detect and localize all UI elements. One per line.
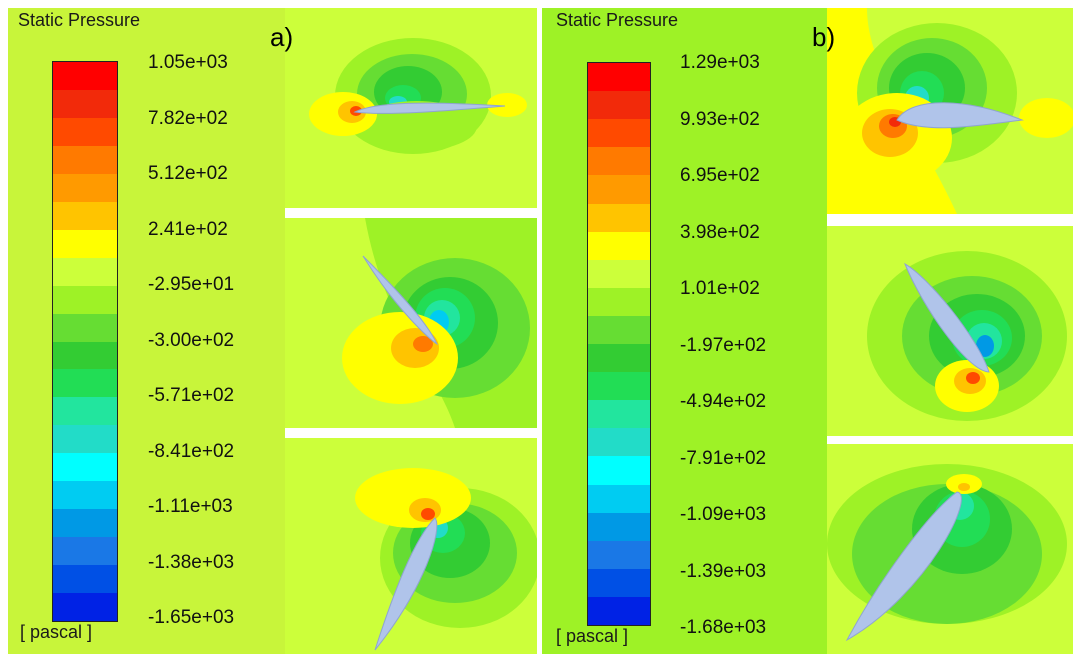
panel-a: Static Pressure 1.05e+03 7.82e+02 5.12e+02… <box>8 8 537 654</box>
colorbar-band <box>53 397 117 426</box>
legend-tick-label: 1.05e+03 <box>148 52 228 73</box>
legend-tick-label: 3.98e+02 <box>680 221 760 243</box>
colorbar-band <box>588 175 650 204</box>
colorbar-band <box>53 369 117 398</box>
colorbar-band <box>588 231 650 261</box>
panel-b: Static Pressure 1.29e+03 9.93e+02 6.95e+02… <box>542 8 1073 654</box>
legend-tick-label: 5.12e+02 <box>148 163 228 184</box>
legend-tick-label: -5.71e+02 <box>148 385 235 406</box>
legend-a-background <box>8 8 285 654</box>
legend-tick-label: -1.65e+03 <box>148 607 235 628</box>
colorbar-band <box>53 145 117 175</box>
colorbar-band <box>588 63 650 92</box>
legend-a-unit: [ pascal ] <box>20 622 93 642</box>
snapshot-b-1 <box>827 8 1073 214</box>
colorbar-band <box>588 315 650 345</box>
legend-a-title: Static Pressure <box>18 10 141 30</box>
legend-tick-label: -1.39e+03 <box>680 560 767 582</box>
legend-tick-label: -3.00e+02 <box>148 329 235 351</box>
colorbar-band <box>588 484 650 514</box>
colorbar-band <box>588 287 650 317</box>
colorbar-band <box>588 372 650 401</box>
snapshot-b-2 <box>827 226 1073 436</box>
colorbar-band <box>53 565 117 594</box>
snapshot-a-3 <box>285 438 537 654</box>
contour-field-a-1 <box>285 8 537 208</box>
colorbar-band <box>588 456 650 485</box>
colorbar-band <box>588 512 650 542</box>
legend-tick-label: 7.82e+02 <box>148 107 228 129</box>
colorbar-band <box>53 229 117 259</box>
colorbar-band <box>588 91 650 120</box>
panel-b-tag: b) <box>812 22 836 52</box>
colorbar-band <box>588 400 650 429</box>
colorbar-band <box>588 259 650 289</box>
contour-field-b-1 <box>827 8 1073 214</box>
colorbar-band <box>53 593 117 622</box>
colorbar-band <box>53 313 117 342</box>
snapshot-a-2 <box>285 218 537 428</box>
legend-tick-label: 9.93e+02 <box>680 108 760 130</box>
colorbar-band <box>588 428 650 457</box>
contour-field-a-3 <box>285 438 537 654</box>
colorbar-band <box>588 147 650 176</box>
legend-b-background <box>542 8 827 654</box>
legend-tick-label: 1.01e+02 <box>680 278 760 299</box>
panel-a-tag: a) <box>270 22 294 52</box>
colorbar-band <box>588 568 650 598</box>
colorbar-band <box>53 453 117 482</box>
colorbar-band <box>53 341 117 370</box>
colorbar-band <box>53 285 117 315</box>
colorbar-band <box>53 257 117 287</box>
legend-tick-label: -2.95e+01 <box>148 274 235 295</box>
legend-tick-label: -1.09e+03 <box>680 504 767 525</box>
legend-tick-label: -1.68e+03 <box>680 617 767 638</box>
legend-tick-label: -1.97e+02 <box>680 334 767 356</box>
legend-tick-label: -4.94e+02 <box>680 391 767 412</box>
contour-field-a-2 <box>285 218 537 428</box>
snapshot-b-3 <box>827 444 1073 654</box>
legend-tick-label: -1.11e+03 <box>148 496 233 517</box>
colorbar-band <box>588 540 650 570</box>
colorbar-band <box>588 203 650 233</box>
legend-b-unit: [ pascal ] <box>556 626 629 646</box>
colorbar-band <box>53 173 117 203</box>
colorbar-band <box>53 62 117 91</box>
legend-tick-label: 1.29e+03 <box>680 52 760 73</box>
legend-tick-label: -8.41e+02 <box>148 440 235 462</box>
contour-field-b-2 <box>827 226 1073 436</box>
legend-a-colorbar <box>52 61 118 622</box>
colorbar-band <box>53 481 117 510</box>
colorbar-band <box>588 596 650 626</box>
legend-b-title: Static Pressure <box>556 10 679 30</box>
snapshot-a-1 <box>285 8 537 208</box>
colorbar-band <box>588 344 650 373</box>
contour-field-b-3 <box>827 444 1073 654</box>
legend-tick-label: 2.41e+02 <box>148 218 228 240</box>
colorbar-band <box>53 117 117 147</box>
legend-tick-label: 6.95e+02 <box>680 165 760 186</box>
legend-b-colorbar <box>587 62 651 626</box>
colorbar-band <box>53 509 117 538</box>
legend-tick-label: -7.91e+02 <box>680 447 767 469</box>
colorbar-band <box>53 201 117 231</box>
colorbar-band <box>588 119 650 148</box>
legend-tick-label: -1.38e+03 <box>148 551 235 573</box>
colorbar-band <box>53 89 117 119</box>
colorbar-band <box>53 425 117 454</box>
colorbar-band <box>53 537 117 566</box>
